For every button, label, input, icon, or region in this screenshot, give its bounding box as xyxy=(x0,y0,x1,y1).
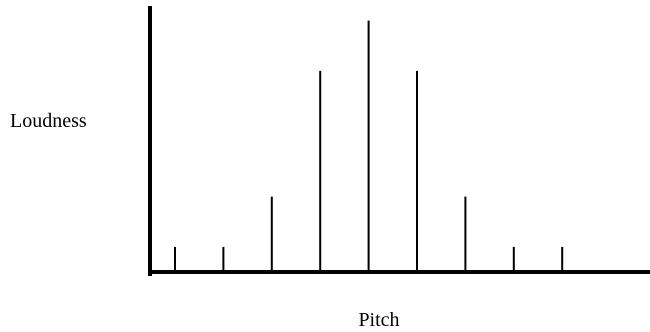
x-axis-label: Pitch xyxy=(358,309,399,331)
y-axis-label: Loudness xyxy=(10,110,87,132)
plot-area xyxy=(148,6,650,276)
stem-bars xyxy=(174,20,564,272)
